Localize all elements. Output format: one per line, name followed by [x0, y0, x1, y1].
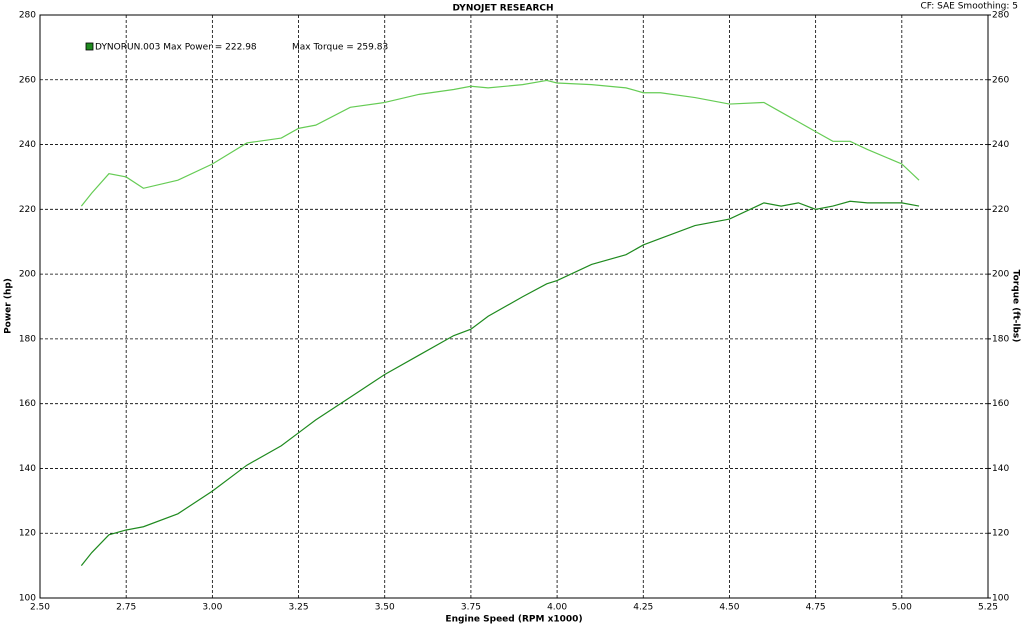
y-axis-label: Power (hp) — [4, 278, 14, 334]
y-tick-label: 280 — [19, 11, 36, 21]
y2-tick-label: 140 — [992, 464, 1009, 474]
y2-axis-label: Torque (ft-lbs) — [1011, 270, 1021, 343]
x-tick-label: 4.50 — [719, 603, 739, 613]
y-tick-label: 200 — [19, 270, 36, 280]
x-tick-label: 2.75 — [116, 603, 136, 613]
chart-title: DYNOJET RESEARCH — [452, 4, 553, 14]
y2-tick-label: 120 — [992, 529, 1009, 539]
x-tick-label: 4.25 — [633, 603, 653, 613]
y2-tick-label: 160 — [992, 399, 1009, 409]
series-line — [80, 200, 920, 566]
y-tick-label: 260 — [19, 75, 36, 85]
legend-text: Max Torque = 259.83 — [292, 43, 388, 53]
chart-subtitle: CF: SAE Smoothing: 5 — [920, 2, 1018, 12]
legend-swatch — [85, 42, 94, 51]
y-tick-label: 100 — [19, 594, 36, 604]
y2-tick-label: 280 — [992, 11, 1009, 21]
x-tick-label: 3.25 — [289, 603, 309, 613]
plot-border — [39, 14, 989, 599]
x-tick-label: 3.75 — [461, 603, 481, 613]
x-tick-label: 4.75 — [806, 603, 826, 613]
y2-tick-label: 240 — [992, 140, 1009, 150]
x-tick-label: 5.25 — [978, 603, 998, 613]
x-tick-label: 5.00 — [892, 603, 912, 613]
y-tick-label: 220 — [19, 205, 36, 215]
x-tick-label: 3.50 — [375, 603, 395, 613]
series-line — [80, 79, 920, 207]
y2-tick-label: 180 — [992, 334, 1009, 344]
y-tick-label: 160 — [19, 399, 36, 409]
legend-text: DYNORUN.003 Max Power = 222.98 — [95, 43, 257, 53]
y-tick-label: 240 — [19, 140, 36, 150]
y-tick-label: 120 — [19, 529, 36, 539]
y2-tick-label: 200 — [992, 270, 1009, 280]
y-tick-label: 140 — [19, 464, 36, 474]
x-tick-label: 2.50 — [30, 603, 50, 613]
y-tick-label: 180 — [19, 334, 36, 344]
x-tick-label: 3.00 — [202, 603, 222, 613]
y2-tick-label: 100 — [992, 594, 1009, 604]
x-axis-label: Engine Speed (RPM x1000) — [445, 615, 582, 624]
y2-tick-label: 260 — [992, 75, 1009, 85]
y2-tick-label: 220 — [992, 205, 1009, 215]
x-tick-label: 4.00 — [547, 603, 567, 613]
